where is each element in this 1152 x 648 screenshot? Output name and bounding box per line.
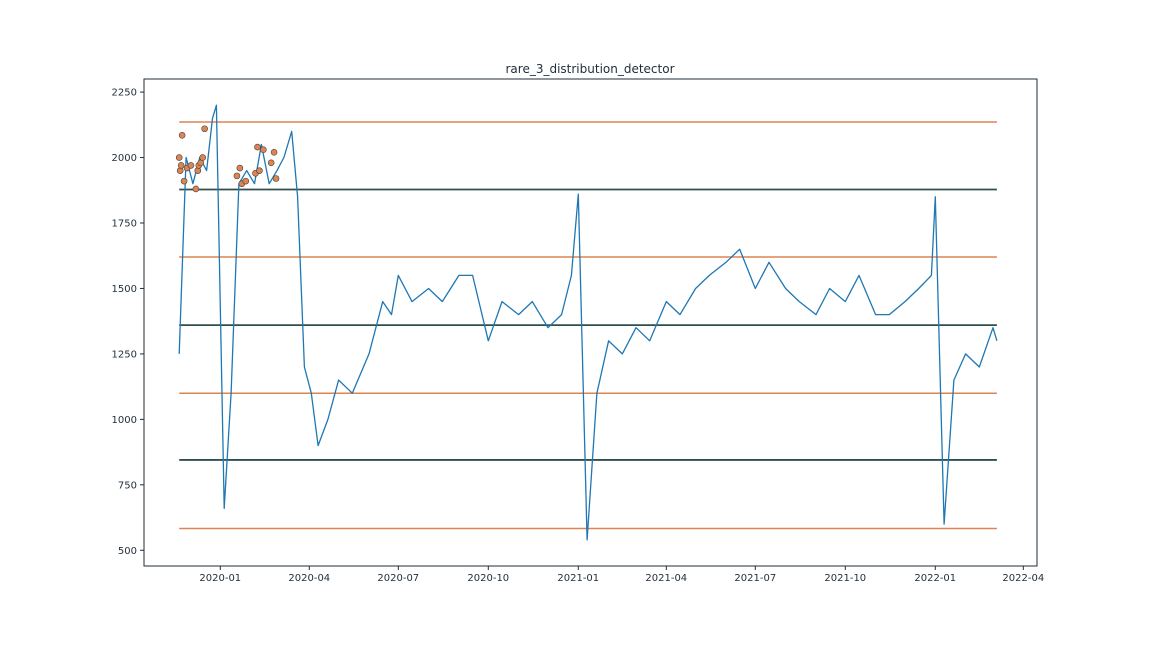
anomaly-point (260, 147, 266, 153)
anomaly-point (243, 178, 249, 184)
anomaly-point (234, 173, 240, 179)
y-tick-label: 1000 (112, 415, 137, 426)
y-tick-label: 1500 (112, 284, 137, 295)
anomaly-point (200, 155, 206, 161)
y-tick-label: 750 (118, 480, 137, 491)
series-layer (179, 105, 997, 540)
y-tick-label: 1750 (112, 219, 137, 230)
x-tick-label: 2022-01 (914, 573, 956, 584)
anomaly-point (268, 160, 274, 166)
y-tick-label: 2000 (112, 153, 137, 164)
x-tick-label: 2021-10 (824, 573, 866, 584)
threshold-bands (179, 122, 997, 529)
y-axis: 500 750 1000 1250 1500 1750 2000 2250 (112, 88, 144, 557)
x-tick-label: 2022-04 (1002, 573, 1044, 584)
anomaly-point (273, 175, 279, 181)
anomaly-point (193, 186, 199, 192)
anomaly-point (271, 149, 277, 155)
series-line (179, 105, 997, 540)
x-tick-label: 2020-07 (377, 573, 419, 584)
y-tick-label: 1250 (112, 349, 137, 360)
anomaly-point (256, 168, 262, 174)
anomaly-point (202, 126, 208, 132)
anomaly-point (188, 162, 194, 168)
anomaly-point (237, 165, 243, 171)
x-tick-label: 2020-10 (467, 573, 509, 584)
anomaly-point (181, 178, 187, 184)
anomaly-point (254, 144, 260, 150)
y-tick-label: 2250 (112, 88, 137, 99)
x-axis: 2020-01 2020-04 2020-07 2020-10 2021-01 2021-… (199, 566, 1044, 584)
anomaly-point (176, 155, 182, 161)
anomaly-point (179, 132, 185, 138)
x-tick-label: 2020-01 (199, 573, 241, 584)
y-tick-label: 500 (118, 546, 137, 557)
x-tick-label: 2021-01 (557, 573, 599, 584)
x-tick-label: 2021-07 (734, 573, 776, 584)
chart-title: rare_3_distribution_detector (505, 62, 674, 76)
x-tick-label: 2021-04 (645, 573, 687, 584)
x-tick-label: 2020-04 (288, 573, 330, 584)
anomaly-point (178, 162, 184, 168)
